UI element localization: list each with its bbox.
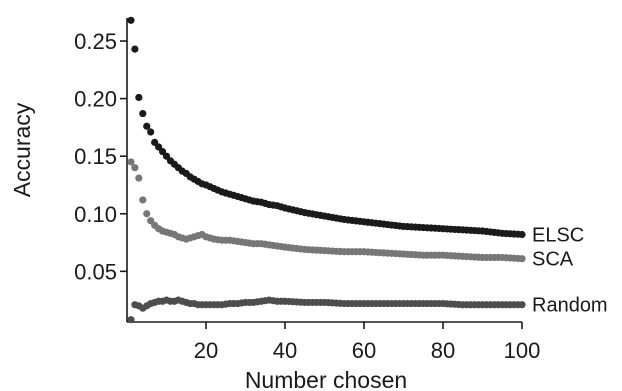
data-point-sca — [139, 196, 147, 204]
data-point-elsc — [518, 230, 526, 239]
y-axis-title: Accuracy — [9, 102, 35, 197]
x-axis-ticks: 20 40 60 80 100 — [194, 322, 541, 363]
x-tick-label: 80 — [431, 338, 455, 363]
data-point-sca — [143, 210, 151, 218]
data-point-sca — [127, 158, 135, 166]
series-label-random: Random — [532, 295, 608, 317]
data-point-elsc — [131, 45, 139, 53]
data-point-elsc — [143, 122, 151, 130]
y-tick-label: 0.15 — [74, 144, 117, 169]
y-tick-label: 0.25 — [74, 29, 117, 54]
data-point-sca — [518, 255, 526, 263]
data-point-elsc — [139, 109, 147, 118]
x-tick-label: 40 — [273, 338, 297, 363]
data-points — [127, 16, 526, 324]
data-point-sca — [131, 164, 139, 172]
y-tick-label: 0.10 — [74, 202, 117, 227]
y-axis-ticks: 0.05 0.10 0.15 0.20 0.25 — [74, 29, 127, 284]
y-tick-label: 0.20 — [74, 87, 117, 112]
series-label-sca: SCA — [532, 249, 574, 271]
data-point-elsc — [127, 16, 135, 24]
data-point-sca — [135, 174, 143, 182]
data-point-elsc — [147, 128, 155, 136]
data-point-random — [127, 316, 135, 324]
series-labels: ELSC SCA Random — [532, 224, 608, 316]
x-tick-label: 100 — [504, 338, 541, 363]
series-label-elsc: ELSC — [532, 224, 584, 246]
data-point-elsc — [135, 93, 143, 102]
y-tick-label: 0.05 — [74, 259, 117, 284]
x-axis-title: Number chosen — [245, 367, 407, 391]
x-tick-label: 20 — [194, 338, 218, 363]
data-point-random — [518, 301, 526, 309]
x-tick-label: 60 — [352, 338, 376, 363]
